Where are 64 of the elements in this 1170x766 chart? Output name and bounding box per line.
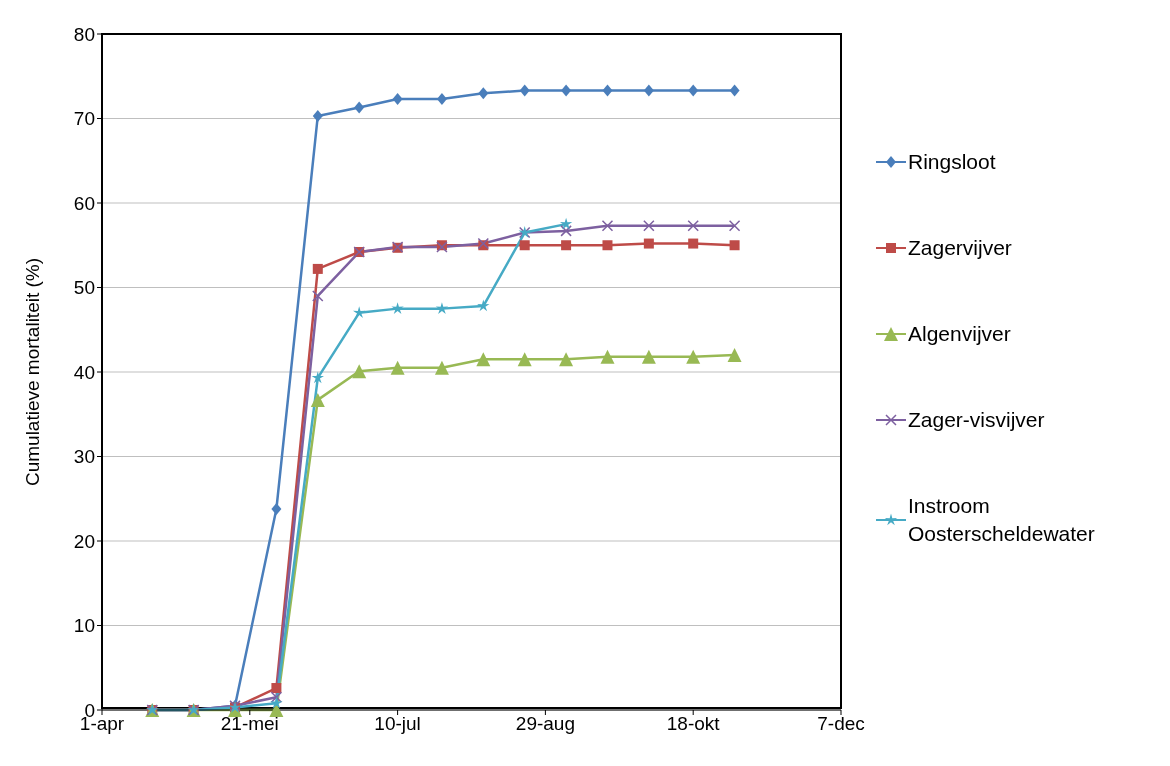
- legend-label: Zagervijver: [908, 235, 1012, 261]
- y-tick-label: 30: [73, 446, 95, 468]
- point: [270, 691, 283, 704]
- point: [390, 360, 405, 375]
- point: [434, 360, 449, 375]
- x-tick-label: 21-mei: [220, 713, 279, 735]
- point: [312, 109, 323, 122]
- point: [728, 220, 741, 232]
- point: [271, 683, 282, 694]
- point: [601, 220, 614, 232]
- point: [436, 93, 447, 106]
- x-tick-label: 7-dec: [817, 713, 865, 735]
- x-tick-label: 10-jul: [374, 713, 421, 735]
- point: [643, 84, 654, 97]
- x-tick-label: 18-okt: [666, 713, 721, 735]
- point: [477, 299, 490, 312]
- x-tick-label: 29-aug: [515, 713, 575, 735]
- point: [688, 84, 699, 97]
- point: [687, 220, 699, 232]
- point: [391, 302, 404, 314]
- point: [729, 84, 740, 97]
- point: [561, 240, 572, 251]
- point: [602, 240, 613, 251]
- point: [602, 84, 613, 97]
- point: [559, 217, 573, 230]
- point: [729, 240, 740, 251]
- y-tick-label: 20: [73, 530, 95, 552]
- point: [354, 101, 365, 114]
- y-tick-label: 80: [73, 23, 95, 45]
- point: [517, 352, 532, 367]
- point: [688, 238, 699, 249]
- legend-label: Instroom Oosterscheldewater: [908, 493, 1096, 547]
- point: [519, 84, 530, 97]
- point: [352, 364, 367, 379]
- point: [311, 371, 324, 384]
- legend-label: Ringsloot: [908, 149, 996, 175]
- y-axis-title: Cumulatieve mortaliteit (%): [21, 257, 43, 487]
- point: [392, 93, 403, 106]
- point: [643, 238, 654, 249]
- point: [641, 349, 656, 364]
- y-tick-label: 40: [73, 361, 95, 383]
- point: [643, 220, 655, 232]
- point: [686, 349, 701, 364]
- point: [478, 87, 489, 100]
- point: [271, 502, 282, 515]
- point: [600, 349, 615, 364]
- y-tick-label: 10: [73, 615, 95, 637]
- y-tick-label: 70: [73, 108, 95, 130]
- point: [727, 348, 742, 363]
- point: [312, 290, 324, 302]
- point: [560, 225, 572, 237]
- legend-label: Algenvijver: [908, 321, 1011, 347]
- point: [310, 392, 325, 407]
- point: [559, 352, 574, 367]
- point: [476, 352, 491, 367]
- y-tick-label: 60: [73, 192, 95, 214]
- point: [352, 306, 366, 319]
- point: [561, 84, 572, 97]
- point: [435, 302, 449, 314]
- legend-label: Zager-visvijver: [908, 407, 1045, 433]
- point: [519, 240, 530, 251]
- point: [312, 263, 323, 274]
- point: [270, 696, 283, 709]
- y-tick-label: 50: [73, 277, 95, 299]
